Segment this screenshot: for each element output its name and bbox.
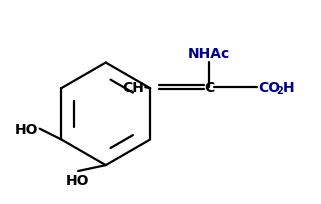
Text: CH: CH	[122, 81, 144, 95]
Text: CO: CO	[259, 81, 281, 95]
Text: C: C	[204, 81, 214, 95]
Text: HO: HO	[65, 173, 89, 187]
Text: NHAc: NHAc	[188, 46, 230, 60]
Text: H: H	[282, 81, 294, 95]
Text: 2: 2	[276, 86, 283, 96]
Text: HO: HO	[15, 122, 39, 136]
